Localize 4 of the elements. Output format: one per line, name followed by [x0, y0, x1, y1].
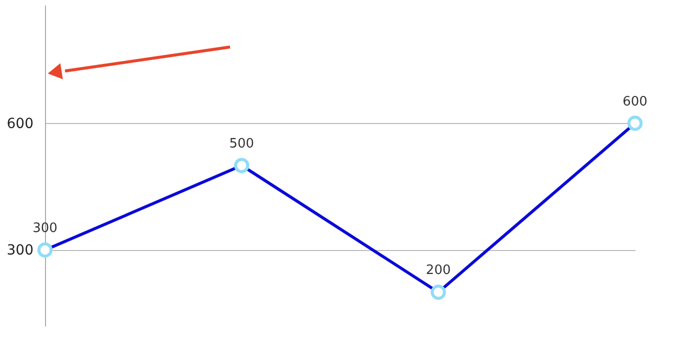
data-label: 500 — [229, 136, 254, 152]
data-label: 200 — [426, 263, 451, 278]
data-label: 600 — [622, 94, 648, 110]
data-label: 300 — [32, 220, 58, 236]
